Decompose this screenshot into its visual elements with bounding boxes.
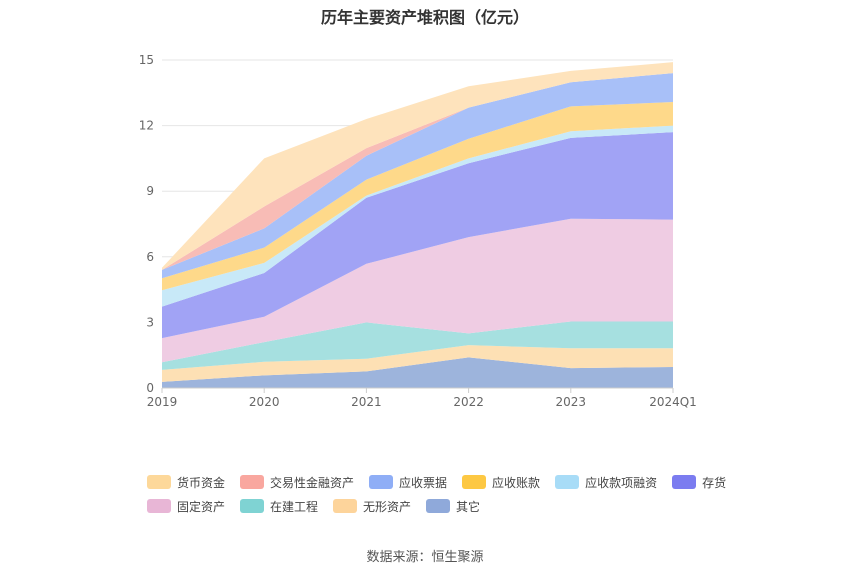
- area-series-3: [162, 218, 673, 363]
- legend-swatch: [369, 475, 394, 489]
- legend-swatch: [426, 499, 451, 513]
- legend-label: 其它: [456, 499, 481, 514]
- legend-label: 存货: [702, 475, 727, 490]
- legend-item[interactable]: 其它: [426, 498, 480, 515]
- legend-swatch: [333, 499, 358, 513]
- x-tick-label: 2020: [249, 395, 280, 409]
- area-series-0: [162, 357, 673, 388]
- y-tick-label: 3: [146, 315, 154, 329]
- legend-swatch: [147, 475, 171, 489]
- legend-row: 货币资金 交易性金融资产 应收票据 应收账款 应收款项融资 存货: [147, 470, 747, 494]
- legend-item[interactable]: 货币资金: [147, 474, 225, 491]
- area-series-2: [162, 321, 673, 370]
- y-axis: 0 3 6 9 12 15: [139, 53, 154, 395]
- stacked-area-chart: 2019 2020 2021 2022 2023 2024Q1 0 3 6 9 12 15: [139, 53, 697, 409]
- area-series-1: [162, 345, 673, 382]
- x-axis: 2019 2020 2021 2022 2023 2024Q1: [147, 387, 697, 409]
- area-series-5: [162, 125, 673, 307]
- y-tick-label: 12: [139, 119, 154, 133]
- legend-item[interactable]: 在建工程: [240, 498, 318, 515]
- legend-swatch: [147, 499, 171, 513]
- legend-swatch: [462, 475, 487, 489]
- legend-item[interactable]: 应收款项融资: [555, 474, 657, 491]
- x-tick-label: 2019: [147, 395, 178, 409]
- legend-swatch: [555, 475, 580, 489]
- legend-label: 应收款项融资: [585, 475, 658, 490]
- legend-label: 无形资产: [363, 499, 412, 514]
- y-tick-label: 9: [146, 184, 154, 198]
- legend-swatch: [240, 499, 265, 513]
- x-tick-label: 2024Q1: [649, 395, 697, 409]
- legend: 货币资金 交易性金融资产 应收票据 应收账款 应收款项融资 存货固定资产 在建工程 无形资产 其…: [147, 470, 747, 518]
- x-tick-label: 2023: [556, 395, 587, 409]
- legend-label: 固定资产: [177, 499, 226, 514]
- data-source: 数据来源：恒生聚源: [366, 550, 484, 565]
- legend-label: 应收账款: [492, 475, 541, 490]
- area-series-7: [162, 73, 673, 279]
- legend-label: 应收票据: [399, 475, 448, 490]
- area-series-4: [162, 132, 673, 339]
- legend-swatch: [672, 475, 697, 489]
- legend-item[interactable]: 应收账款: [462, 474, 540, 491]
- legend-item[interactable]: 固定资产: [147, 498, 225, 515]
- x-tick-label: 2021: [351, 395, 382, 409]
- x-tick-label: 2022: [453, 395, 484, 409]
- legend-item[interactable]: 应收票据: [369, 474, 447, 491]
- y-tick-label: 15: [139, 53, 154, 67]
- legend-label: 在建工程: [270, 499, 319, 514]
- legend-label: 交易性金融资产: [270, 475, 355, 490]
- legend-row: 固定资产 在建工程 无形资产 其它: [147, 494, 747, 518]
- legend-item[interactable]: 存货: [672, 474, 726, 491]
- legend-item[interactable]: 交易性金融资产: [240, 474, 354, 491]
- chart-title: 历年主要资产堆积图（亿元）: [320, 8, 529, 27]
- area-series: [162, 62, 673, 388]
- area-series-9: [162, 62, 673, 270]
- y-tick-label: 6: [146, 250, 154, 264]
- legend-swatch: [240, 475, 265, 489]
- y-tick-label: 0: [146, 381, 154, 395]
- area-series-6: [162, 101, 673, 291]
- legend-label: 货币资金: [177, 475, 226, 490]
- legend-item[interactable]: 无形资产: [333, 498, 411, 515]
